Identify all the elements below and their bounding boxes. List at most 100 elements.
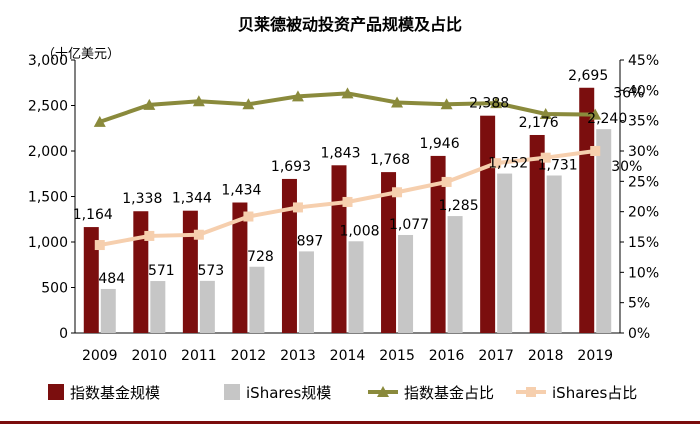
y-right-tick-label: 30% [628, 144, 659, 160]
bar-label-index-fund: 1,693 [271, 159, 311, 175]
ishares-share-marker [144, 230, 155, 241]
x-tick-label: 2017 [478, 348, 514, 364]
x-tick-label: 2010 [131, 348, 167, 364]
ishares-share-marker [441, 176, 452, 187]
bar-ishares [150, 281, 166, 333]
x-tick-label: 2012 [231, 348, 267, 364]
legend-marker-ishares-share [526, 387, 536, 397]
bar-ishares [298, 251, 314, 333]
x-tick-label: 2019 [577, 348, 613, 364]
bar-label-ishares: 728 [247, 249, 274, 265]
ishares-share-marker [590, 146, 601, 156]
legend-swatch-ishares [224, 384, 240, 400]
y-left-tick-label: 1,500 [28, 190, 68, 206]
y-right-tick-label: 25% [628, 174, 659, 190]
ishares-share-marker [540, 152, 551, 163]
y-left-tick-label: 2,500 [28, 99, 68, 115]
bar-label-ishares: 1,008 [339, 223, 379, 239]
bar-label-ishares: 2,240 [587, 111, 627, 127]
y-left-tick-label: 2,000 [28, 144, 68, 160]
index-fund-share-marker [341, 87, 354, 99]
bar-label-ishares: 1,752 [488, 156, 528, 172]
ishares-share-marker [342, 196, 353, 207]
bar-ishares [497, 173, 513, 333]
bar-label-index-fund: 1,946 [420, 136, 460, 152]
bar-ishares [398, 234, 414, 333]
ishares-share-marker [491, 158, 502, 169]
bar-ishares [447, 216, 463, 333]
y-left-tick-label: 1,000 [28, 235, 68, 251]
ishares-share-end-label: 30% [611, 159, 642, 175]
y-right-tick-label: 5% [628, 296, 650, 312]
x-tick-label: 2016 [429, 348, 465, 364]
y-left-unit-label: （十亿美元） [42, 47, 120, 62]
y-left-tick-label: 0 [59, 326, 68, 342]
bar-ishares [596, 129, 612, 333]
bar-ishares [348, 241, 364, 333]
bar-label-index-fund: 1,768 [370, 152, 410, 168]
index-fund-share-marker [143, 98, 156, 110]
bar-index-fund [529, 134, 545, 333]
index-fund-share-marker [291, 90, 304, 102]
bar-index-fund [281, 178, 297, 333]
legend-label-index-fund-share: 指数基金占比 [404, 384, 494, 402]
bar-index-fund [430, 155, 446, 333]
index-fund-share-marker [539, 107, 552, 119]
y-left-tick-label: 3,000 [28, 53, 68, 69]
index-fund-share-marker [192, 95, 205, 107]
bar-index-fund [480, 115, 496, 333]
bar-index-fund [133, 211, 149, 333]
y-right-tick-label: 15% [628, 235, 659, 251]
x-tick-label: 2013 [280, 348, 316, 364]
legend-label-index-fund: 指数基金规模 [70, 384, 160, 402]
index-fund-share-marker [93, 115, 106, 127]
bar-ishares [199, 280, 215, 333]
bar-ishares [546, 175, 562, 333]
index-fund-share-marker [391, 96, 404, 108]
y-right-tick-label: 10% [628, 265, 659, 281]
y-right-tick-label: 45% [628, 53, 659, 69]
bar-label-ishares: 484 [98, 271, 125, 287]
index-fund-share-marker [242, 98, 255, 110]
y-left-tick-label: 500 [41, 281, 68, 297]
bar-index-fund [331, 165, 347, 333]
ishares-share-marker [94, 240, 105, 251]
bar-index-fund [381, 172, 397, 333]
x-tick-label: 2015 [379, 348, 415, 364]
y-right-tick-label: 35% [628, 114, 659, 130]
bar-index-fund [83, 227, 99, 333]
index-fund-share-marker [490, 97, 503, 109]
bar-index-fund [182, 210, 198, 333]
bar-label-ishares: 1,285 [439, 198, 479, 214]
bar-label-ishares: 571 [148, 263, 175, 279]
bar-label-index-fund: 2,695 [568, 68, 608, 84]
x-tick-label: 2011 [181, 348, 217, 364]
ishares-share-marker [392, 187, 403, 198]
bar-label-index-fund: 1,843 [320, 145, 360, 161]
bar-ishares [249, 266, 265, 333]
bar-label-index-fund: 1,338 [122, 191, 162, 207]
ishares-share-marker [243, 211, 254, 222]
index-fund-share-marker [440, 98, 453, 110]
bar-label-index-fund: 2,388 [469, 96, 509, 112]
ishares-share-marker [193, 229, 204, 240]
bar-label-index-fund: 1,164 [73, 207, 113, 223]
bar-label-ishares: 1,731 [538, 157, 578, 173]
bar-label-index-fund: 2,176 [519, 115, 559, 131]
chart-title: 贝莱德被动投资产品规模及占比 [238, 15, 462, 34]
y-right-tick-label: 0% [628, 326, 650, 342]
bar-index-fund [232, 202, 248, 333]
y-right-tick-label: 40% [628, 83, 659, 99]
legend-label-ishares: iShares规模 [246, 384, 331, 402]
index-fund-share-end-label: 36% [613, 86, 644, 102]
bar-label-ishares: 1,077 [389, 217, 429, 233]
legend-marker-index-fund-share [377, 386, 389, 397]
index-fund-share-marker [589, 108, 602, 120]
legend-swatch-index-fund [48, 384, 64, 400]
bar-label-ishares: 897 [297, 233, 324, 249]
x-tick-label: 2014 [330, 348, 366, 364]
bottom-rule [0, 421, 700, 424]
bar-label-index-fund: 1,344 [172, 191, 212, 207]
